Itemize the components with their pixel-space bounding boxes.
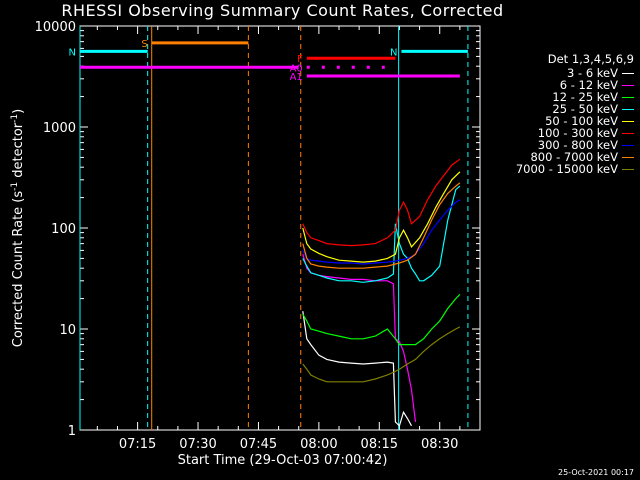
series-line	[302, 293, 461, 346]
plot-frame	[79, 25, 481, 431]
y-tick-label: 10	[59, 323, 76, 338]
series-line	[302, 311, 413, 427]
legend-label: 6 - 12 keV	[559, 78, 618, 92]
state-bar-label: N	[69, 47, 76, 58]
series-line	[302, 326, 461, 383]
legend-title: Det 1,3,4,5,6,9	[547, 52, 634, 66]
state-bar-label: F	[297, 54, 303, 65]
x-tick-label: 08:00	[300, 437, 337, 452]
legend: Det 1,3,4,5,6,9 3 - 6 keV 6 - 12 keV 12 - …	[482, 52, 634, 176]
legend-swatch	[622, 144, 634, 146]
state-bar-label: S	[141, 39, 147, 50]
series-line	[302, 182, 461, 269]
y-axis-label: Corrected Count Rate (s-1 detector-1)	[9, 108, 27, 348]
state-bar-label: A1	[290, 72, 303, 83]
x-tick-label: 08:15	[361, 437, 398, 452]
legend-entry: 800 - 7000 keV	[482, 150, 634, 164]
y-tick-label: 1000	[43, 121, 76, 136]
series-line	[302, 185, 461, 283]
legend-label: 25 - 50 keV	[552, 102, 618, 116]
legend-swatch	[622, 120, 634, 122]
legend-entry: 25 - 50 keV	[482, 102, 634, 116]
legend-swatch	[622, 168, 634, 170]
state-bar-label: N	[390, 47, 397, 58]
legend-entry: 7000 - 15000 keV	[482, 162, 634, 176]
legend-label: 12 - 25 keV	[552, 90, 618, 104]
series-line	[302, 199, 461, 265]
legend-swatch	[622, 156, 634, 158]
y-tick-label: 1	[68, 424, 76, 439]
legend-entry: 100 - 300 keV	[482, 126, 634, 140]
legend-swatch	[622, 72, 634, 74]
series-line	[302, 171, 461, 263]
x-axis-label: Start Time (29-Oct-03 07:00:42)	[177, 453, 388, 468]
legend-swatch	[622, 84, 634, 86]
legend-label: 3 - 6 keV	[567, 66, 618, 80]
x-tick-label: 07:30	[179, 437, 216, 452]
x-tick-label: 08:30	[421, 437, 458, 452]
legend-swatch	[622, 108, 634, 110]
chart-title: RHESSI Observing Summary Count Rates, Co…	[61, 1, 504, 20]
render-timestamp: 25-Oct-2021 00:17	[558, 468, 634, 477]
legend-entry: 12 - 25 keV	[482, 90, 634, 104]
x-tick-label: 07:15	[119, 437, 156, 452]
legend-label: 300 - 800 keV	[537, 138, 618, 152]
legend-entry: 6 - 12 keV	[482, 78, 634, 92]
legend-entry: 300 - 800 keV	[482, 138, 634, 152]
legend-swatch	[622, 132, 634, 134]
legend-label: 7000 - 15000 keV	[515, 162, 618, 176]
legend-entry: 50 - 100 keV	[482, 114, 634, 128]
legend-swatch	[622, 96, 634, 98]
x-tick-label: 07:45	[240, 437, 277, 452]
legend-label: 100 - 300 keV	[537, 126, 618, 140]
legend-label: 50 - 100 keV	[545, 114, 618, 128]
legend-label: 800 - 7000 keV	[530, 150, 618, 164]
y-tick-label: 10000	[35, 20, 76, 35]
series-line	[302, 158, 461, 247]
legend-entry: 3 - 6 keV	[482, 66, 634, 80]
y-tick-label: 100	[51, 222, 76, 237]
